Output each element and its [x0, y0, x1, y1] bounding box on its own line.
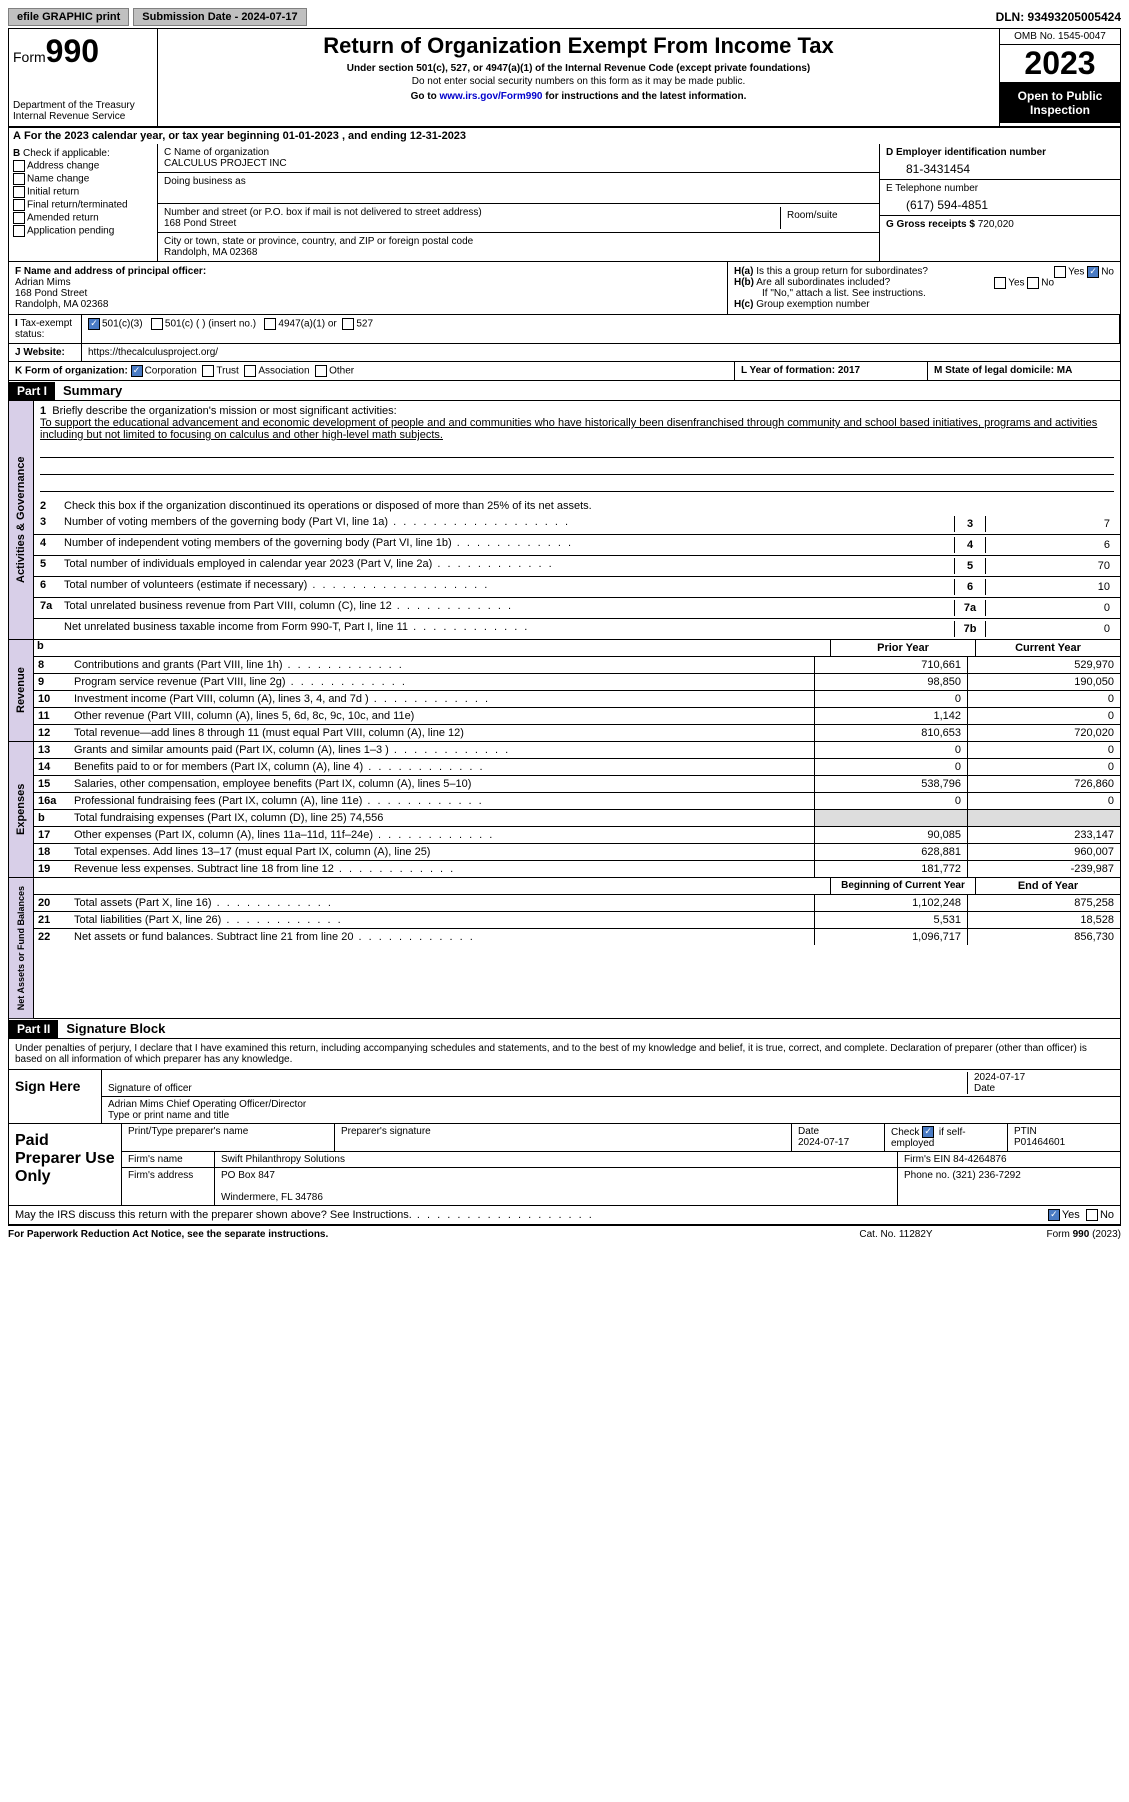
form-title: Return of Organization Exempt From Incom… — [162, 33, 995, 59]
preparer-label: Paid Preparer Use Only — [9, 1124, 122, 1205]
form-subtitle-2: Do not enter social security numbers on … — [162, 76, 995, 87]
discuss-text: May the IRS discuss this return with the… — [15, 1209, 594, 1221]
officer-city: Randolph, MA 02368 — [15, 299, 108, 310]
form-subtitle-1: Under section 501(c), 527, or 4947(a)(1)… — [162, 63, 995, 74]
footer-notice: For Paperwork Reduction Act Notice, see … — [8, 1229, 821, 1240]
footer-formno: Form 990 (2023) — [971, 1229, 1121, 1240]
signature-block: Under penalties of perjury, I declare th… — [8, 1039, 1121, 1225]
part1-bar: Part I — [9, 382, 55, 400]
netassets-section: Net Assets or Fund Balances Beginning of… — [8, 878, 1121, 1019]
part2-title: Signature Block — [58, 1019, 173, 1038]
row-i-j: I Tax-exempt status: 501(c)(3) 501(c) ( … — [8, 315, 1121, 344]
suite-label: Room/suite — [781, 207, 873, 229]
hb-text: Are all subordinates included? — [756, 277, 890, 288]
q1-text: To support the educational advancement a… — [40, 417, 1097, 441]
officer-street: 168 Pond Street — [15, 288, 87, 299]
phone-label: E Telephone number — [886, 183, 978, 194]
goto-pre: Go to — [411, 91, 440, 102]
top-toolbar: efile GRAPHIC print Submission Date - 20… — [8, 8, 1121, 26]
irs-link[interactable]: www.irs.gov/Form990 — [439, 91, 542, 102]
row-f-h: F Name and address of principal officer:… — [8, 262, 1121, 315]
phone-val: (617) 594-4851 — [886, 194, 1114, 212]
dln-text: DLN: 93493205005424 — [996, 10, 1121, 24]
ha-text: Is this a group return for subordinates? — [756, 266, 928, 277]
part1-title: Summary — [55, 381, 130, 400]
gross-val: 720,020 — [978, 219, 1014, 230]
submission-date-button[interactable]: Submission Date - 2024-07-17 — [133, 8, 306, 26]
org-name-label: C Name of organization — [164, 147, 269, 158]
gov-side-label: Activities & Governance — [9, 401, 34, 639]
header-box: B Check if applicable: Address change Na… — [8, 144, 1121, 262]
part2-bar: Part II — [9, 1020, 58, 1038]
governance-section: Activities & Governance 1 Briefly descri… — [8, 401, 1121, 640]
form-header: Form990 Department of the Treasury Inter… — [8, 28, 1121, 128]
col-d: D Employer identification number81-34314… — [879, 144, 1120, 261]
city-val: Randolph, MA 02368 — [164, 247, 257, 258]
revenue-section: Revenue bPrior YearCurrent Year 8Contrib… — [8, 640, 1121, 742]
street-label: Number and street (or P.O. box if mail i… — [164, 207, 482, 218]
exp-side-label: Expenses — [9, 742, 34, 877]
ein-val: 81-3431454 — [886, 158, 1114, 176]
row-j: J Website: https://thecalculusproject.or… — [8, 344, 1121, 362]
q1-label: Briefly describe the organization's miss… — [52, 405, 396, 417]
city-label: City or town, state or province, country… — [164, 236, 473, 247]
officer-label: F Name and address of principal officer: — [15, 266, 206, 277]
efile-button[interactable]: efile GRAPHIC print — [8, 8, 129, 26]
dept-treasury: Department of the Treasury — [13, 100, 153, 111]
tax-year: 2023 — [1000, 45, 1120, 83]
net-side-label: Net Assets or Fund Balances — [9, 878, 34, 1018]
line-a: A For the 2023 calendar year, or tax yea… — [8, 128, 1121, 144]
irs-label: Internal Revenue Service — [13, 111, 153, 122]
ein-label: D Employer identification number — [886, 147, 1046, 158]
street-val: 168 Pond Street — [164, 218, 236, 229]
hc-text: Group exemption number — [756, 299, 869, 310]
dba-label: Doing business as — [164, 176, 246, 187]
col-b: B Check if applicable: Address change Na… — [9, 144, 158, 261]
officer-name: Adrian Mims — [15, 277, 71, 288]
sign-here-label: Sign Here — [9, 1070, 102, 1123]
org-name: CALCULUS PROJECT INC — [164, 158, 287, 169]
public-inspection: Open to Public Inspection — [1000, 83, 1120, 123]
sig-declaration: Under penalties of perjury, I declare th… — [9, 1039, 1120, 1069]
omb-number: OMB No. 1545-0047 — [1000, 29, 1120, 45]
page-footer: For Paperwork Reduction Act Notice, see … — [8, 1225, 1121, 1243]
part1-header: Part I Summary — [8, 381, 1121, 401]
rev-side-label: Revenue — [9, 640, 34, 741]
expenses-section: Expenses 13Grants and similar amounts pa… — [8, 742, 1121, 878]
col-c: C Name of organizationCALCULUS PROJECT I… — [158, 144, 879, 261]
hb2-text: If "No," attach a list. See instructions… — [734, 288, 926, 299]
form-label: Form — [13, 49, 46, 65]
form-number: 990 — [46, 33, 99, 69]
row-k-l-m: K Form of organization: Corporation Trus… — [8, 362, 1121, 381]
website-val: https://thecalculusproject.org/ — [82, 344, 1120, 361]
footer-catno: Cat. No. 11282Y — [821, 1229, 971, 1240]
goto-post: for instructions and the latest informat… — [542, 91, 746, 102]
gross-label: G Gross receipts $ — [886, 219, 975, 230]
part2-header: Part II Signature Block — [8, 1019, 1121, 1039]
